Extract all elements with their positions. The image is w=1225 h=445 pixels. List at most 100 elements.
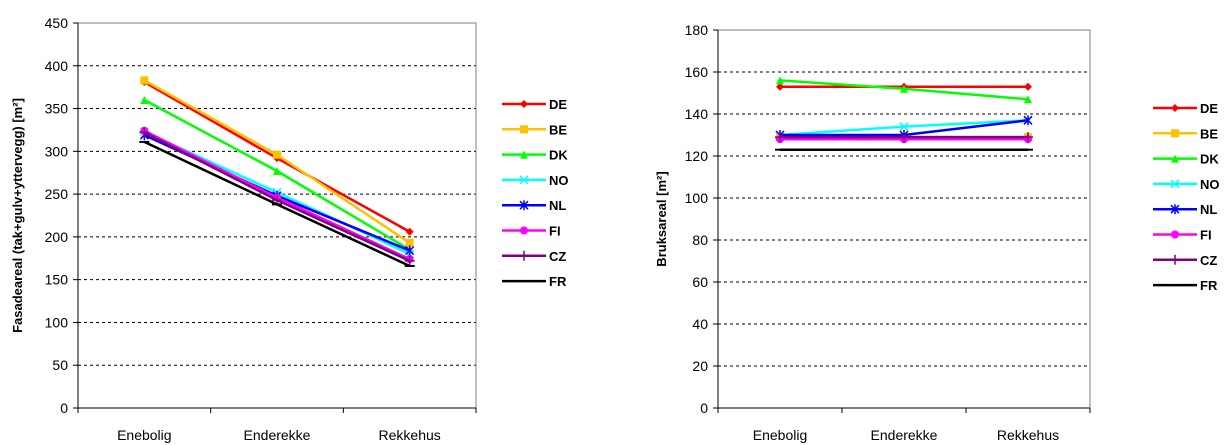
y-tick-label: 40 [692,316,708,332]
y-axis-title: Fasadeareal (tak+gulv+yttervegg) [m²] [10,98,25,333]
data-point-marker [405,227,414,236]
series-fr [139,140,415,268]
legend-item: DE [502,97,567,112]
legend-marker [520,226,528,235]
legend-item: BE [1153,126,1218,141]
y-tick-label: 180 [685,22,709,38]
x-tick-label: Enderekke [871,427,938,443]
y-tick-label: 400 [45,58,69,74]
legend-label: DE [549,97,567,112]
legend-marker [520,100,528,108]
series-dk [776,76,1032,104]
data-point-marker [273,150,281,159]
x-tick-label: Enderekke [244,427,311,443]
legend-marker [1171,230,1179,239]
legend-item: FI [502,224,561,239]
x-tick-label: Rekkehus [379,427,441,443]
data-point-marker [405,245,415,256]
legend-label: FI [549,224,561,239]
series-cz [775,132,1033,143]
y-tick-label: 100 [45,314,69,330]
data-point-marker [140,96,149,104]
legend-label: FR [1200,278,1218,293]
y-tick-label: 100 [685,190,709,206]
legend-item: NO [502,173,569,188]
y-tick-label: 160 [685,64,709,80]
legend-label: DE [1200,101,1218,116]
y-tick-label: 150 [45,272,69,288]
data-point-marker [1024,82,1032,91]
legend-label: DK [549,148,568,163]
data-point-marker [1024,95,1032,104]
y-axis-title: Bruksareal [m²] [654,171,669,266]
legend-label: NO [1200,177,1220,192]
y-tick-label: 60 [692,274,708,290]
y-tick-label: 120 [685,148,709,164]
y-tick-label: 140 [685,106,709,122]
x-tick-label: Rekkehus [997,427,1059,443]
legend-marker [519,200,529,211]
y-tick-label: 300 [45,143,69,159]
legend: DE BE DK NO NL FI CZ FR [502,97,569,289]
legend: DE BE DK NO NL FI CZ FR [1153,101,1220,293]
y-tick-label: 450 [45,15,69,31]
legend-marker [519,175,529,185]
y-tick-label: 50 [52,357,68,373]
data-point-marker [405,238,414,247]
legend-marker [1170,254,1180,265]
y-tick-label: 350 [45,101,69,117]
legend-label: BE [1200,126,1218,141]
data-point-marker [899,122,909,132]
x-tick-label: Enebolig [117,427,172,443]
legend-label: FI [1200,228,1212,243]
legend-marker [1171,154,1179,163]
legend-marker [1170,179,1180,189]
data-point-marker [1023,115,1033,126]
data-point-marker [273,167,281,176]
data-point-marker [775,132,785,143]
data-point-marker [1023,132,1033,143]
legend-item: DK [1153,152,1219,167]
legend-item: NL [502,198,566,213]
y-tick-label: 200 [45,229,69,245]
data-point-marker [900,84,908,93]
legend-item: FR [1153,278,1218,293]
y-tick-label: 250 [45,186,69,202]
series-dk [140,96,414,254]
y-tick-label: 20 [692,358,708,374]
legend-item: CZ [1153,253,1217,268]
series-cz [139,127,415,266]
legend-item: CZ [502,249,566,264]
legend-marker [1170,204,1180,215]
legend-item: NO [1153,177,1220,192]
legend-label: DK [1200,152,1219,167]
legend-item: DK [502,148,568,163]
legend-marker [520,150,528,159]
legend-label: CZ [1200,253,1217,268]
data-point-marker [139,127,150,138]
legend-marker [1171,129,1179,138]
data-point-marker [776,82,784,91]
legend-marker [1171,104,1179,112]
legend-item: FR [502,274,567,289]
plot-area [77,22,477,409]
y-tick-label: 0 [700,400,708,416]
chart-facade-area: 0 50 100 150 200 250 300 350 400 450 Enebolig Ender… [10,15,569,443]
legend-label: FR [549,274,567,289]
legend-label: NL [1200,202,1217,217]
data-point-marker [140,76,149,85]
y-tick-label: 0 [60,400,68,416]
chart-usable-area: 0 20 40 60 80 100 120 140 160 180 Enebolig Enderekk… [654,22,1220,443]
legend-item: FI [1153,228,1212,243]
x-tick-label: Enebolig [753,427,808,443]
y-tick-label: 80 [692,232,708,248]
legend-label: NO [549,173,569,188]
legend-label: BE [549,122,567,137]
legend-marker [520,125,528,134]
legend-label: CZ [549,249,566,264]
data-point-marker [776,76,784,85]
data-point-marker [404,255,415,266]
legend-item: BE [502,122,567,137]
legend-item: NL [1153,202,1217,217]
